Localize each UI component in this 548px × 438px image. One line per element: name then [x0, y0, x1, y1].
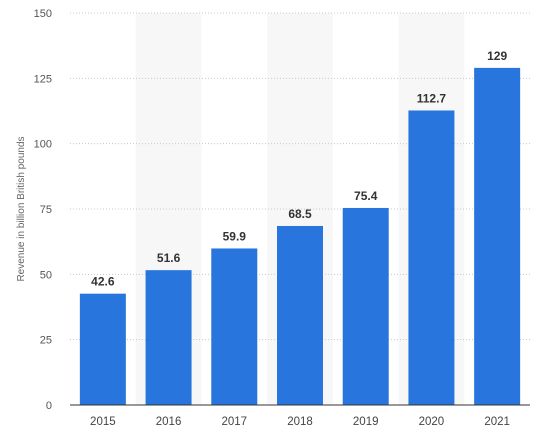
- bar-2019[interactable]: [342, 207, 389, 405]
- bar-2017[interactable]: [211, 248, 258, 405]
- bar-2021[interactable]: [474, 67, 521, 405]
- x-tick-label-2019: 2019: [353, 416, 379, 428]
- bar-value-label-2020: 112.7: [417, 91, 447, 105]
- x-tick-label-2015: 2015: [90, 416, 116, 428]
- bars: [79, 67, 521, 406]
- y-tick-label-125: 125: [34, 73, 52, 85]
- y-tick-label-25: 25: [40, 335, 52, 347]
- x-axis-ticks: 2015 2016 2017 2018 2019 2020 2021: [90, 416, 510, 428]
- bar-value-label-2018: 68.5: [288, 207, 312, 221]
- x-tick-label-2020: 2020: [419, 416, 445, 428]
- bar-value-label-2017: 59.9: [223, 229, 247, 243]
- y-axis-ticks: 0 25 50 75 100 125 150: [34, 8, 52, 412]
- y-tick-label-75: 75: [40, 204, 52, 216]
- bar-2016[interactable]: [145, 270, 192, 405]
- y-axis-title: Revenue in billion British pounds: [16, 136, 27, 281]
- x-tick-label-2021: 2021: [484, 416, 510, 428]
- bar-value-label-2016: 51.6: [157, 251, 181, 265]
- x-tick-label-2018: 2018: [287, 416, 313, 428]
- y-tick-label-150: 150: [34, 8, 52, 20]
- x-tick-label-2016: 2016: [156, 416, 182, 428]
- y-tick-label-0: 0: [46, 400, 52, 412]
- x-tick-label-2017: 2017: [221, 416, 247, 428]
- bar-2015[interactable]: [79, 293, 126, 405]
- y-tick-label-50: 50: [40, 269, 52, 281]
- bar-value-label-2021: 129: [487, 49, 507, 63]
- bar-value-label-2019: 75.4: [354, 189, 378, 203]
- bar-2020[interactable]: [408, 110, 455, 406]
- bar-2018[interactable]: [277, 225, 323, 405]
- y-tick-label-100: 100: [34, 139, 52, 151]
- bar-value-labels: 42.6 51.6 59.9 68.5 75.4 112.7 129: [91, 49, 507, 289]
- bar-value-label-2015: 42.6: [91, 275, 115, 289]
